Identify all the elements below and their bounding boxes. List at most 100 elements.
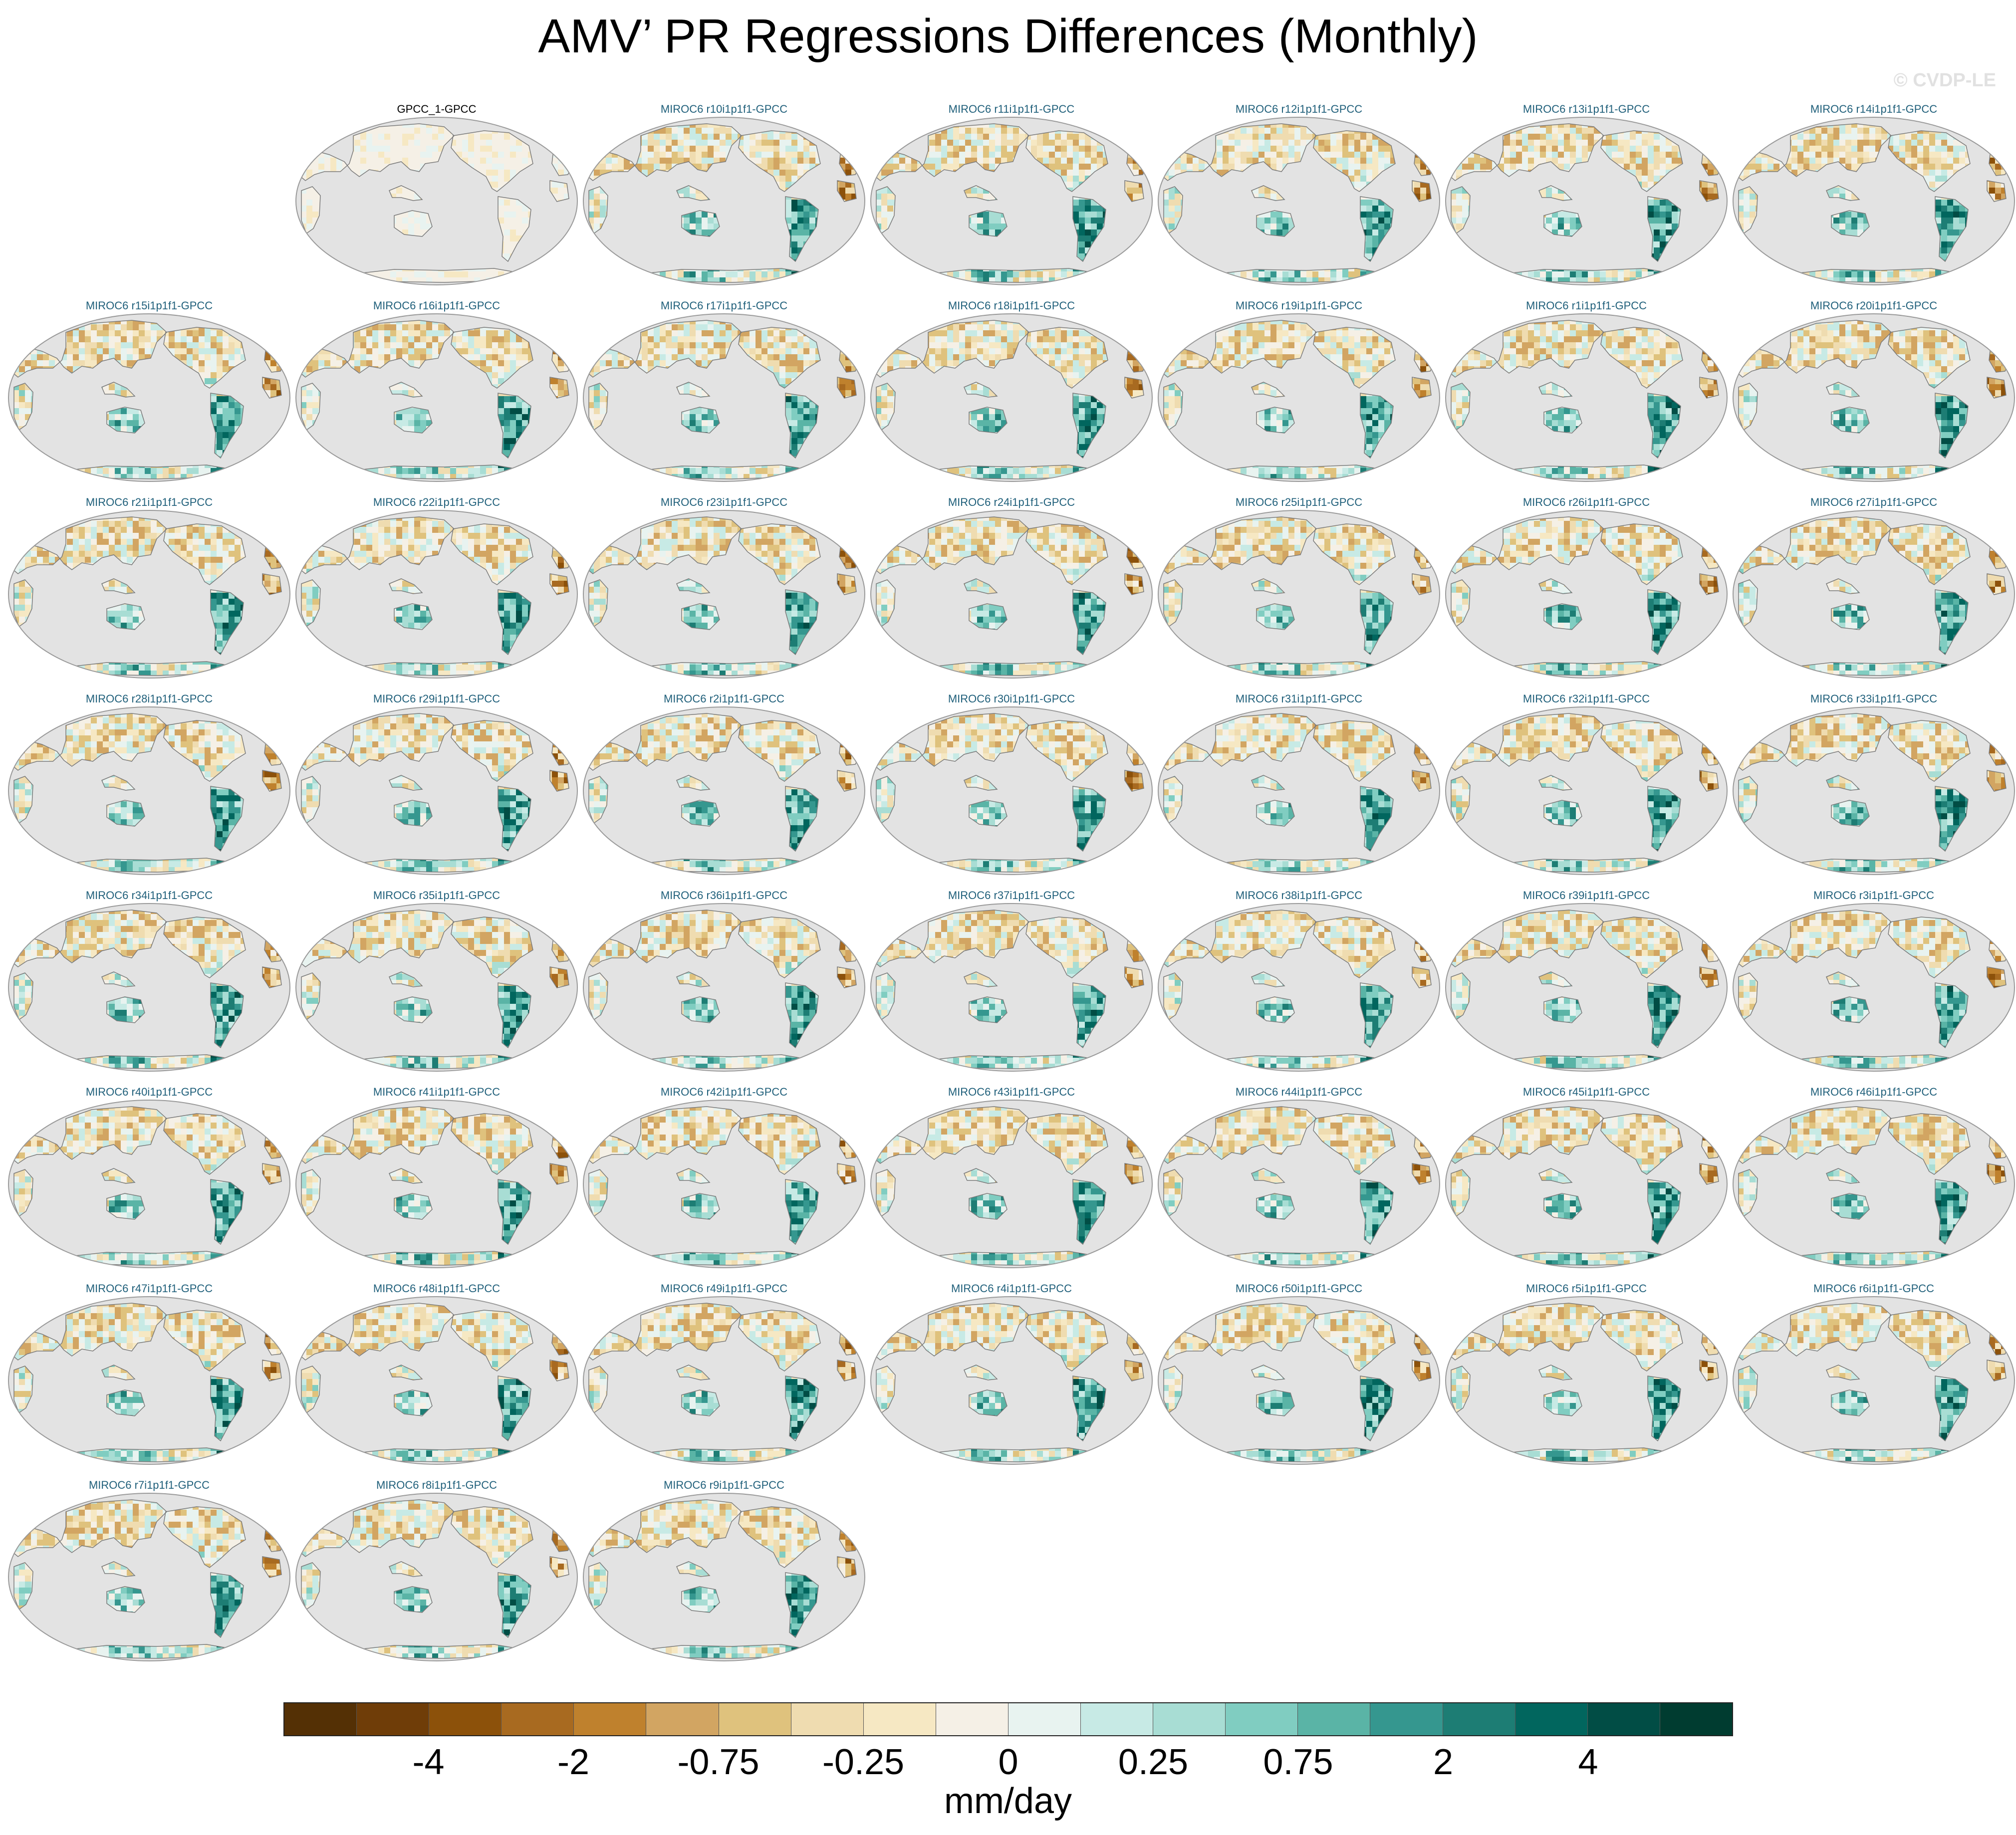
world-map (582, 1492, 866, 1662)
world-map (294, 1295, 579, 1466)
panel-title: MIROC6 r36i1p1f1-GPCC (582, 889, 866, 902)
panel-title: MIROC6 r46i1p1f1-GPCC (1732, 1086, 2016, 1099)
map-panel: MIROC6 r6i1p1f1-GPCC (1732, 1282, 2016, 1468)
world-map (869, 1295, 1154, 1466)
world-map (1444, 902, 1729, 1073)
map-panel: MIROC6 r22i1p1f1-GPCC (294, 496, 579, 682)
map-panel: MIROC6 r20i1p1f1-GPCC (1732, 299, 2016, 485)
world-map (1157, 902, 1441, 1073)
world-map (7, 1295, 291, 1466)
panel-title: MIROC6 r2i1p1f1-GPCC (582, 692, 866, 705)
map-panel: MIROC6 r14i1p1f1-GPCC (1732, 103, 2016, 288)
world-map (582, 902, 866, 1073)
panel-title: MIROC6 r16i1p1f1-GPCC (294, 299, 579, 312)
panel-title: MIROC6 r6i1p1f1-GPCC (1732, 1282, 2016, 1295)
world-map (294, 902, 579, 1073)
map-panel: MIROC6 r16i1p1f1-GPCC (294, 299, 579, 485)
map-panel: MIROC6 r46i1p1f1-GPCC (1732, 1086, 2016, 1271)
map-panel: MIROC6 r11i1p1f1-GPCC (869, 103, 1154, 288)
map-panel: MIROC6 r31i1p1f1-GPCC (1157, 692, 1441, 878)
world-map (1157, 705, 1441, 876)
map-panel: MIROC6 r13i1p1f1-GPCC (1444, 103, 1729, 288)
panel-title: MIROC6 r37i1p1f1-GPCC (869, 889, 1154, 902)
world-map (1732, 1295, 2016, 1466)
world-map (869, 312, 1154, 483)
world-map (582, 1295, 866, 1466)
panel-title: MIROC6 r32i1p1f1-GPCC (1444, 692, 1729, 705)
panel-title: MIROC6 r35i1p1f1-GPCC (294, 889, 579, 902)
panel-title: MIROC6 r12i1p1f1-GPCC (1157, 103, 1441, 116)
world-map (1732, 902, 2016, 1073)
panel-title: MIROC6 r42i1p1f1-GPCC (582, 1086, 866, 1099)
panel-title: MIROC6 r11i1p1f1-GPCC (869, 103, 1154, 116)
map-panel: MIROC6 r7i1p1f1-GPCC (7, 1479, 291, 1664)
map-panel: MIROC6 r1i1p1f1-GPCC (1444, 299, 1729, 485)
world-map (582, 509, 866, 680)
map-panel: MIROC6 r49i1p1f1-GPCC (582, 1282, 866, 1468)
map-panel: MIROC6 r36i1p1f1-GPCC (582, 889, 866, 1075)
world-map (1157, 1099, 1441, 1269)
panel-title: MIROC6 r9i1p1f1-GPCC (582, 1479, 866, 1492)
panel-title: MIROC6 r34i1p1f1-GPCC (7, 889, 291, 902)
map-panel: MIROC6 r28i1p1f1-GPCC (7, 692, 291, 878)
world-map (582, 312, 866, 483)
map-panel: MIROC6 r45i1p1f1-GPCC (1444, 1086, 1729, 1271)
world-map (7, 312, 291, 483)
panel-title: MIROC6 r17i1p1f1-GPCC (582, 299, 866, 312)
panel-title: MIROC6 r30i1p1f1-GPCC (869, 692, 1154, 705)
map-panel: MIROC6 r30i1p1f1-GPCC (869, 692, 1154, 878)
panel-title: GPCC_1-GPCC (294, 103, 579, 116)
panel-title: MIROC6 r8i1p1f1-GPCC (294, 1479, 579, 1492)
world-map (294, 116, 579, 286)
world-map (1157, 312, 1441, 483)
map-panel: MIROC6 r39i1p1f1-GPCC (1444, 889, 1729, 1075)
map-panel: MIROC6 r26i1p1f1-GPCC (1444, 496, 1729, 682)
world-map (869, 509, 1154, 680)
map-panel: MIROC6 r48i1p1f1-GPCC (294, 1282, 579, 1468)
world-map (7, 1099, 291, 1269)
panel-title: MIROC6 r19i1p1f1-GPCC (1157, 299, 1441, 312)
world-map (7, 509, 291, 680)
world-map (1444, 509, 1729, 680)
panel-title: MIROC6 r31i1p1f1-GPCC (1157, 692, 1441, 705)
panel-title: MIROC6 r13i1p1f1-GPCC (1444, 103, 1729, 116)
map-panel: MIROC6 r19i1p1f1-GPCC (1157, 299, 1441, 485)
map-panel: MIROC6 r5i1p1f1-GPCC (1444, 1282, 1729, 1468)
map-panel: MIROC6 r47i1p1f1-GPCC (7, 1282, 291, 1468)
map-panel: MIROC6 r17i1p1f1-GPCC (582, 299, 866, 485)
panel-title: MIROC6 r24i1p1f1-GPCC (869, 496, 1154, 509)
panel-title: MIROC6 r44i1p1f1-GPCC (1157, 1086, 1441, 1099)
map-panel: MIROC6 r44i1p1f1-GPCC (1157, 1086, 1441, 1271)
panel-title: MIROC6 r26i1p1f1-GPCC (1444, 496, 1729, 509)
panel-title: MIROC6 r28i1p1f1-GPCC (7, 692, 291, 705)
map-panel: MIROC6 r33i1p1f1-GPCC (1732, 692, 2016, 878)
world-map (869, 116, 1154, 286)
map-panel: MIROC6 r15i1p1f1-GPCC (7, 299, 291, 485)
world-map (1732, 705, 2016, 876)
map-panel: MIROC6 r10i1p1f1-GPCC (582, 103, 866, 288)
panel-title: MIROC6 r1i1p1f1-GPCC (1444, 299, 1729, 312)
panel-title: MIROC6 r47i1p1f1-GPCC (7, 1282, 291, 1295)
panel-title: MIROC6 r29i1p1f1-GPCC (294, 692, 579, 705)
world-map (582, 705, 866, 876)
map-panel: MIROC6 r29i1p1f1-GPCC (294, 692, 579, 878)
map-panel: MIROC6 r38i1p1f1-GPCC (1157, 889, 1441, 1075)
world-map (294, 1099, 579, 1269)
panel-title: MIROC6 r40i1p1f1-GPCC (7, 1086, 291, 1099)
map-panel: MIROC6 r24i1p1f1-GPCC (869, 496, 1154, 682)
map-panel: MIROC6 r25i1p1f1-GPCC (1157, 496, 1441, 682)
world-map (1157, 1295, 1441, 1466)
map-panel: MIROC6 r18i1p1f1-GPCC (869, 299, 1154, 485)
world-map (7, 902, 291, 1073)
world-map (1444, 1295, 1729, 1466)
panel-title: MIROC6 r33i1p1f1-GPCC (1732, 692, 2016, 705)
map-panel: MIROC6 r8i1p1f1-GPCC (294, 1479, 579, 1664)
panel-title: MIROC6 r48i1p1f1-GPCC (294, 1282, 579, 1295)
world-map (1732, 312, 2016, 483)
world-map (869, 705, 1154, 876)
world-map (869, 1099, 1154, 1269)
panel-title: MIROC6 r18i1p1f1-GPCC (869, 299, 1154, 312)
map-panel: MIROC6 r21i1p1f1-GPCC (7, 496, 291, 682)
panel-title: MIROC6 r7i1p1f1-GPCC (7, 1479, 291, 1492)
